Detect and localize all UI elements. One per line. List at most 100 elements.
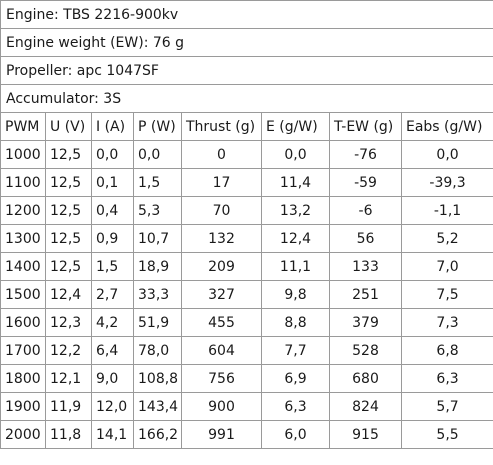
cell-current: 0,0: [91, 140, 134, 169]
header-current: I (A): [91, 112, 134, 141]
cell-eabs: 7,0: [400, 252, 493, 281]
cell-thrust: 327: [181, 280, 262, 309]
cell-eabs: 5,7: [400, 392, 493, 421]
cell-power: 10,7: [133, 224, 182, 253]
cell-thrust-minus-ew: 680: [329, 364, 402, 393]
cell-current: 0,4: [91, 196, 134, 225]
cell-power: 1,5: [133, 168, 182, 197]
cell-efficiency: 6,0: [261, 420, 330, 449]
cell-thrust-minus-ew: 56: [329, 224, 402, 253]
cell-power: 18,9: [133, 252, 182, 281]
cell-current: 1,5: [91, 252, 134, 281]
cell-voltage: 12,1: [45, 364, 92, 393]
cell-efficiency: 13,2: [261, 196, 330, 225]
cell-current: 0,9: [91, 224, 134, 253]
cell-current: 9,0: [91, 364, 134, 393]
cell-thrust: 756: [181, 364, 262, 393]
header-efficiency: E (g/W): [261, 112, 330, 141]
cell-voltage: 12,5: [45, 252, 92, 281]
cell-thrust: 209: [181, 252, 262, 281]
cell-pwm: 1500: [0, 280, 46, 309]
cell-power: 143,4: [133, 392, 182, 421]
cell-eabs: 5,5: [400, 420, 493, 449]
cell-thrust-minus-ew: 251: [329, 280, 402, 309]
table-row: 2000 11,8 14,1 166,2 991 6,0 915 5,5: [0, 420, 493, 449]
cell-thrust: 70: [181, 196, 262, 225]
cell-pwm: 1900: [0, 392, 46, 421]
engine-label: Engine: TBS 2216-900kv: [0, 0, 493, 29]
cell-power: 51,9: [133, 308, 182, 337]
cell-thrust: 604: [181, 336, 262, 365]
cell-pwm: 1800: [0, 364, 46, 393]
header-voltage: U (V): [45, 112, 92, 141]
propeller-row: Propeller: apc 1047SF: [0, 56, 493, 85]
table-row: 1900 11,9 12,0 143,4 900 6,3 824 5,7: [0, 392, 493, 421]
cell-eabs: 7,3: [400, 308, 493, 337]
cell-eabs: -1,1: [400, 196, 493, 225]
cell-current: 4,2: [91, 308, 134, 337]
cell-efficiency: 12,4: [261, 224, 330, 253]
header-thrust: Thrust (g): [181, 112, 262, 141]
cell-pwm: 2000: [0, 420, 46, 449]
cell-thrust-minus-ew: -6: [329, 196, 402, 225]
cell-voltage: 11,8: [45, 420, 92, 449]
cell-efficiency: 6,3: [261, 392, 330, 421]
cell-thrust: 900: [181, 392, 262, 421]
accumulator-label: Accumulator: 3S: [0, 84, 493, 113]
propeller-label: Propeller: apc 1047SF: [0, 56, 493, 85]
cell-thrust-minus-ew: 528: [329, 336, 402, 365]
cell-pwm: 1400: [0, 252, 46, 281]
table-row: 1000 12,5 0,0 0,0 0 0,0 -76 0,0: [0, 140, 493, 169]
header-thrust-minus-ew: T-EW (g): [329, 112, 402, 141]
cell-voltage: 12,4: [45, 280, 92, 309]
table-row: 1100 12,5 0,1 1,5 17 11,4 -59 -39,3: [0, 168, 493, 197]
cell-efficiency: 6,9: [261, 364, 330, 393]
data-rows: 1000 12,5 0,0 0,0 0 0,0 -76 0,0 1100 12,5 0,1 1,5 17…: [0, 140, 493, 449]
cell-eabs: 7,5: [400, 280, 493, 309]
engine-row: Engine: TBS 2216-900kv: [0, 0, 493, 29]
cell-power: 33,3: [133, 280, 182, 309]
motor-test-table: Engine: TBS 2216-900kv Engine weight (EW…: [0, 0, 493, 449]
cell-thrust-minus-ew: 379: [329, 308, 402, 337]
cell-eabs: 5,2: [400, 224, 493, 253]
table-row: 1300 12,5 0,9 10,7 132 12,4 56 5,2: [0, 224, 493, 253]
cell-voltage: 12,2: [45, 336, 92, 365]
header-eabs: Eabs (g/W): [400, 112, 493, 141]
cell-current: 12,0: [91, 392, 134, 421]
table-row: 1200 12,5 0,4 5,3 70 13,2 -6 -1,1: [0, 196, 493, 225]
cell-thrust-minus-ew: 915: [329, 420, 402, 449]
cell-eabs: -39,3: [400, 168, 493, 197]
cell-voltage: 12,5: [45, 168, 92, 197]
cell-power: 5,3: [133, 196, 182, 225]
cell-thrust: 17: [181, 168, 262, 197]
cell-pwm: 1000: [0, 140, 46, 169]
cell-efficiency: 0,0: [261, 140, 330, 169]
cell-voltage: 11,9: [45, 392, 92, 421]
cell-current: 14,1: [91, 420, 134, 449]
cell-power: 78,0: [133, 336, 182, 365]
cell-thrust-minus-ew: 133: [329, 252, 402, 281]
cell-efficiency: 11,4: [261, 168, 330, 197]
table-row: 1700 12,2 6,4 78,0 604 7,7 528 6,8: [0, 336, 493, 365]
cell-voltage: 12,3: [45, 308, 92, 337]
cell-current: 2,7: [91, 280, 134, 309]
cell-pwm: 1200: [0, 196, 46, 225]
table-row: 1600 12,3 4,2 51,9 455 8,8 379 7,3: [0, 308, 493, 337]
cell-voltage: 12,5: [45, 224, 92, 253]
cell-pwm: 1300: [0, 224, 46, 253]
cell-thrust: 0: [181, 140, 262, 169]
accumulator-row: Accumulator: 3S: [0, 84, 493, 113]
header-row: PWM U (V) I (A) P (W) Thrust (g) E (g/W)…: [0, 112, 493, 141]
cell-efficiency: 8,8: [261, 308, 330, 337]
header-pwm: PWM: [0, 112, 46, 141]
table-row: 1500 12,4 2,7 33,3 327 9,8 251 7,5: [0, 280, 493, 309]
cell-eabs: 0,0: [400, 140, 493, 169]
cell-efficiency: 7,7: [261, 336, 330, 365]
cell-thrust-minus-ew: -59: [329, 168, 402, 197]
cell-pwm: 1600: [0, 308, 46, 337]
cell-eabs: 6,3: [400, 364, 493, 393]
cell-voltage: 12,5: [45, 196, 92, 225]
cell-thrust-minus-ew: -76: [329, 140, 402, 169]
cell-voltage: 12,5: [45, 140, 92, 169]
cell-thrust: 455: [181, 308, 262, 337]
